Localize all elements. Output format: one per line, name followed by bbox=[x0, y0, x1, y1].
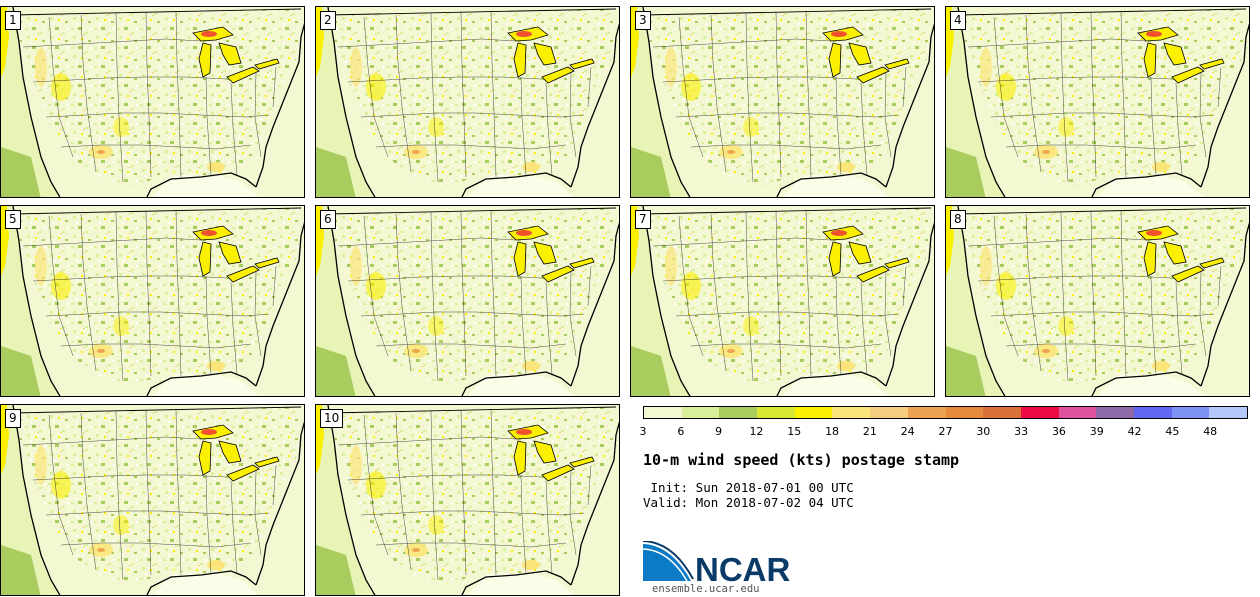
map-panel-6: 6 bbox=[315, 205, 620, 397]
colorbar-segment bbox=[1133, 407, 1172, 418]
map-panel-1: 1 bbox=[0, 6, 305, 198]
colorbar-segment bbox=[983, 407, 1021, 418]
logo-url: ensemble.ucar.edu bbox=[652, 583, 760, 595]
colorbar-segment bbox=[1020, 407, 1059, 418]
wind-speed-map bbox=[316, 7, 619, 197]
wind-speed-map bbox=[316, 405, 619, 595]
panel-number: 4 bbox=[950, 11, 966, 30]
panel-number: 2 bbox=[320, 11, 336, 30]
colorbar-tick-label: 3 bbox=[639, 425, 647, 438]
colorbar-tick-label: 45 bbox=[1165, 425, 1180, 438]
panel-number: 8 bbox=[950, 210, 966, 229]
panel-number: 3 bbox=[635, 11, 651, 30]
wind-speed-map bbox=[631, 206, 934, 396]
colorbar-tick-label: 12 bbox=[749, 425, 764, 438]
map-panel-9: 9 bbox=[0, 404, 305, 596]
colorbar-segment bbox=[1058, 407, 1097, 418]
colorbar-tick-label: 33 bbox=[1014, 425, 1029, 438]
colorbar-tick-label: 36 bbox=[1051, 425, 1066, 438]
init-time: Init: Sun 2018-07-01 00 UTC bbox=[643, 480, 854, 495]
colorbar-segment bbox=[757, 407, 795, 418]
map-panel-5: 5 bbox=[0, 205, 305, 397]
wind-speed-map bbox=[316, 206, 619, 396]
colorbar-segment bbox=[681, 407, 720, 418]
colorbar-tick-label: 15 bbox=[787, 425, 802, 438]
logo-swoosh-icon bbox=[643, 544, 691, 581]
colorbar-tick-label: 27 bbox=[938, 425, 953, 438]
colorbar-tick-label: 39 bbox=[1089, 425, 1104, 438]
map-panel-7: 7 bbox=[630, 205, 935, 397]
wind-speed-map bbox=[946, 7, 1249, 197]
wind-speed-map bbox=[946, 206, 1249, 396]
wind-speed-map bbox=[631, 7, 934, 197]
panel-number: 6 bbox=[320, 210, 336, 229]
colorbar-segment bbox=[832, 407, 871, 418]
colorbar-tick-label: 18 bbox=[825, 425, 840, 438]
map-panel-3: 3 bbox=[630, 6, 935, 198]
colorbar-segment bbox=[644, 407, 682, 418]
map-panel-8: 8 bbox=[945, 205, 1250, 397]
colorbar-tick-label: 42 bbox=[1127, 425, 1142, 438]
colorbar-tick-label: 9 bbox=[715, 425, 723, 438]
colorbar-tick-label: 48 bbox=[1203, 425, 1218, 438]
panel-number: 10 bbox=[320, 409, 344, 428]
colorbar-segment bbox=[1209, 407, 1247, 418]
panel-number: 1 bbox=[5, 11, 21, 30]
colorbar-tick-label: 30 bbox=[976, 425, 991, 438]
colorbar-tick-label: 21 bbox=[862, 425, 877, 438]
ncar-logo: NCAR bbox=[642, 540, 793, 588]
wind-speed-map bbox=[1, 206, 304, 396]
panel-number: 7 bbox=[635, 210, 651, 229]
colorbar-tick-label: 24 bbox=[900, 425, 915, 438]
colorbar-tick-label: 6 bbox=[677, 425, 685, 438]
logo-text: NCAR bbox=[695, 551, 790, 583]
colorbar-segment bbox=[945, 407, 984, 418]
panel-number: 9 bbox=[5, 409, 21, 428]
map-panel-4: 4 bbox=[945, 6, 1250, 198]
wind-speed-colorbar bbox=[643, 406, 1248, 419]
colorbar-segment bbox=[1171, 407, 1210, 418]
panel-number: 5 bbox=[5, 210, 21, 229]
wind-speed-map bbox=[1, 405, 304, 595]
colorbar-segment bbox=[1096, 407, 1134, 418]
colorbar-segment bbox=[870, 407, 908, 418]
colorbar-segment bbox=[907, 407, 946, 418]
chart-title: 10-m wind speed (kts) postage stamp bbox=[643, 451, 960, 469]
map-panel-10: 10 bbox=[315, 404, 620, 596]
map-panel-2: 2 bbox=[315, 6, 620, 198]
valid-time: Valid: Mon 2018-07-02 04 UTC bbox=[643, 495, 854, 510]
wind-speed-map bbox=[1, 7, 304, 197]
colorbar-segment bbox=[719, 407, 758, 418]
colorbar-segment bbox=[794, 407, 833, 418]
